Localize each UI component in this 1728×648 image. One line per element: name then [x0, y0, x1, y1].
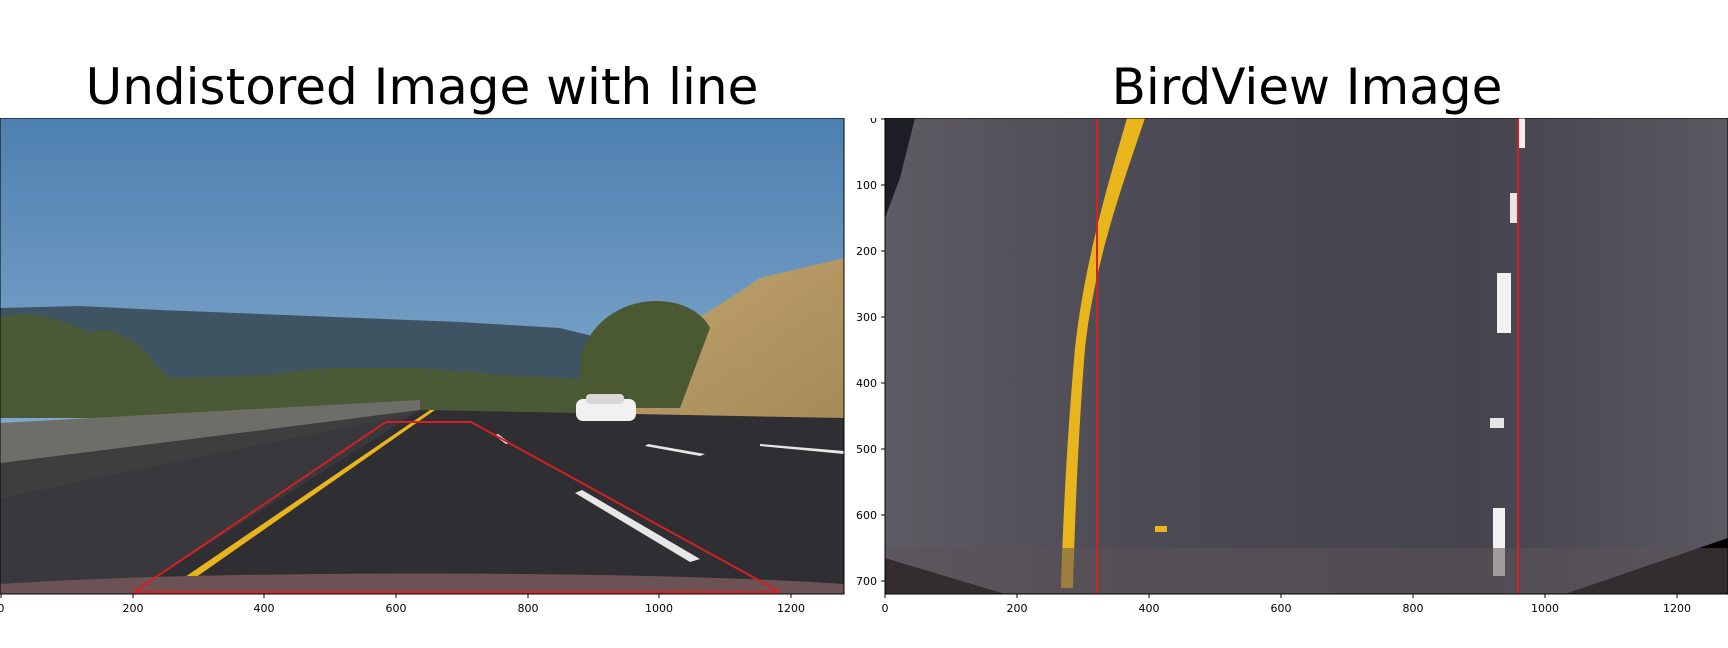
right-x-tick: 0 [882, 602, 889, 615]
left-x-tick: 1000 [645, 602, 673, 615]
undistorted-image: 0 200 400 600 800 1000 1200 [0, 118, 845, 615]
undistorted-image-panel: 0 200 400 600 800 1000 1200 [0, 118, 860, 618]
left-x-tick: 800 [518, 602, 539, 615]
right-x-axis: 0 200 400 600 800 1000 1200 [882, 594, 1691, 615]
right-x-tick: 1000 [1531, 602, 1559, 615]
right-x-tick: 400 [1139, 602, 1160, 615]
left-x-tick: 200 [123, 602, 144, 615]
right-y-tick: 400 [856, 377, 877, 390]
right-x-tick: 600 [1271, 602, 1292, 615]
right-x-tick: 800 [1403, 602, 1424, 615]
road-scene [0, 118, 844, 594]
right-y-tick: 100 [856, 179, 877, 192]
right-x-tick: 200 [1007, 602, 1028, 615]
birdview-image-panel: 0 200 400 600 800 1000 1200 0 100 200 30… [845, 118, 1728, 628]
left-x-tick: 1200 [777, 602, 805, 615]
birdview-image: 0 200 400 600 800 1000 1200 0 100 200 30… [856, 118, 1728, 615]
left-x-tick: 400 [254, 602, 275, 615]
right-image-title: BirdView Image [1111, 58, 1503, 116]
right-y-tick: 0 [870, 118, 877, 126]
right-y-axis: 0 100 200 300 400 500 600 700 [856, 118, 885, 588]
right-y-tick: 700 [856, 575, 877, 588]
right-y-tick: 200 [856, 245, 877, 258]
right-x-tick: 1200 [1663, 602, 1691, 615]
left-x-tick: 600 [386, 602, 407, 615]
left-image-title: Undistored Image with line [85, 58, 759, 116]
right-y-tick: 500 [856, 443, 877, 456]
right-y-tick: 300 [856, 311, 877, 324]
left-x-tick: 0 [0, 602, 5, 615]
right-y-tick: 600 [856, 509, 877, 522]
warped-road [885, 118, 1728, 594]
perspective-polygon [130, 421, 781, 593]
left-x-axis: 0 200 400 600 800 1000 1200 [0, 594, 805, 615]
